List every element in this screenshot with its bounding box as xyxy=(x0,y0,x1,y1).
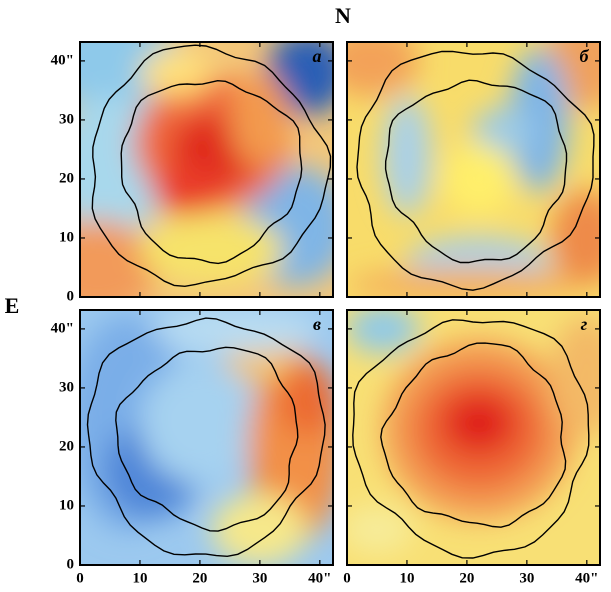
color-blob xyxy=(139,213,284,286)
x-tick-label: 0 xyxy=(343,570,351,586)
x-tick-label: 0 xyxy=(76,570,84,586)
color-blob xyxy=(550,189,600,286)
color-blob xyxy=(151,310,320,353)
outer-contour xyxy=(86,317,326,558)
east-label: E xyxy=(5,293,20,318)
panel xyxy=(80,310,333,565)
color-map xyxy=(80,42,333,297)
panel-label: б xyxy=(580,46,590,66)
x-tick-label: 30 xyxy=(519,570,534,586)
x-tick-label: 10 xyxy=(399,570,414,586)
outer-contour xyxy=(91,44,332,288)
panel-frame xyxy=(79,309,334,566)
color-blob xyxy=(151,166,224,215)
outer-contour xyxy=(352,319,590,559)
color-blob xyxy=(347,267,587,297)
color-blob xyxy=(508,47,569,192)
color-blob xyxy=(347,505,413,554)
x-tick-label: 10 xyxy=(132,570,147,586)
y-tick-label: 30 xyxy=(59,379,74,395)
x-tick-label: 40" xyxy=(575,570,598,586)
y-tick-label: 20 xyxy=(59,438,74,454)
y-tick-label: 10 xyxy=(59,497,74,513)
panel-frame xyxy=(346,309,601,566)
y-tick-label: 0 xyxy=(67,288,75,304)
color-map xyxy=(347,310,600,554)
color-blob xyxy=(442,142,515,215)
inner-contour xyxy=(115,346,299,532)
panel xyxy=(347,42,600,297)
color-blob xyxy=(277,363,333,436)
x-tick-label: 20 xyxy=(459,570,474,586)
panel-frame xyxy=(346,41,601,298)
inner-contour xyxy=(384,79,568,264)
y-tick-label: 40" xyxy=(51,52,74,68)
x-tick-label: 20 xyxy=(192,570,207,586)
outer-contour xyxy=(356,50,595,291)
color-blob xyxy=(442,393,515,454)
y-tick-label: 20 xyxy=(59,170,74,186)
inner-contour xyxy=(120,79,303,265)
north-label: N xyxy=(335,3,351,28)
x-tick-label: 30 xyxy=(252,570,267,586)
y-tick-label: 10 xyxy=(59,229,74,245)
color-map xyxy=(347,42,600,297)
color-blob xyxy=(347,42,419,97)
y-tick-label: 30 xyxy=(59,111,74,127)
panel xyxy=(80,42,333,297)
color-map xyxy=(80,310,333,565)
y-tick-label: 40" xyxy=(51,320,74,336)
panel xyxy=(347,310,600,565)
color-blob xyxy=(80,219,158,297)
y-tick-label: 0 xyxy=(67,556,75,572)
color-blob xyxy=(139,363,260,484)
panel-label: в xyxy=(313,314,321,334)
color-blob xyxy=(347,310,419,353)
panel-frame xyxy=(79,41,334,298)
color-blob xyxy=(211,493,308,565)
color-blob xyxy=(472,107,533,156)
x-tick-label: 40" xyxy=(308,570,331,586)
color-blob xyxy=(382,95,431,216)
panel-label: г xyxy=(581,314,588,334)
color-blob xyxy=(229,71,290,168)
inner-contour xyxy=(380,342,567,528)
panel-label: а xyxy=(313,46,322,66)
